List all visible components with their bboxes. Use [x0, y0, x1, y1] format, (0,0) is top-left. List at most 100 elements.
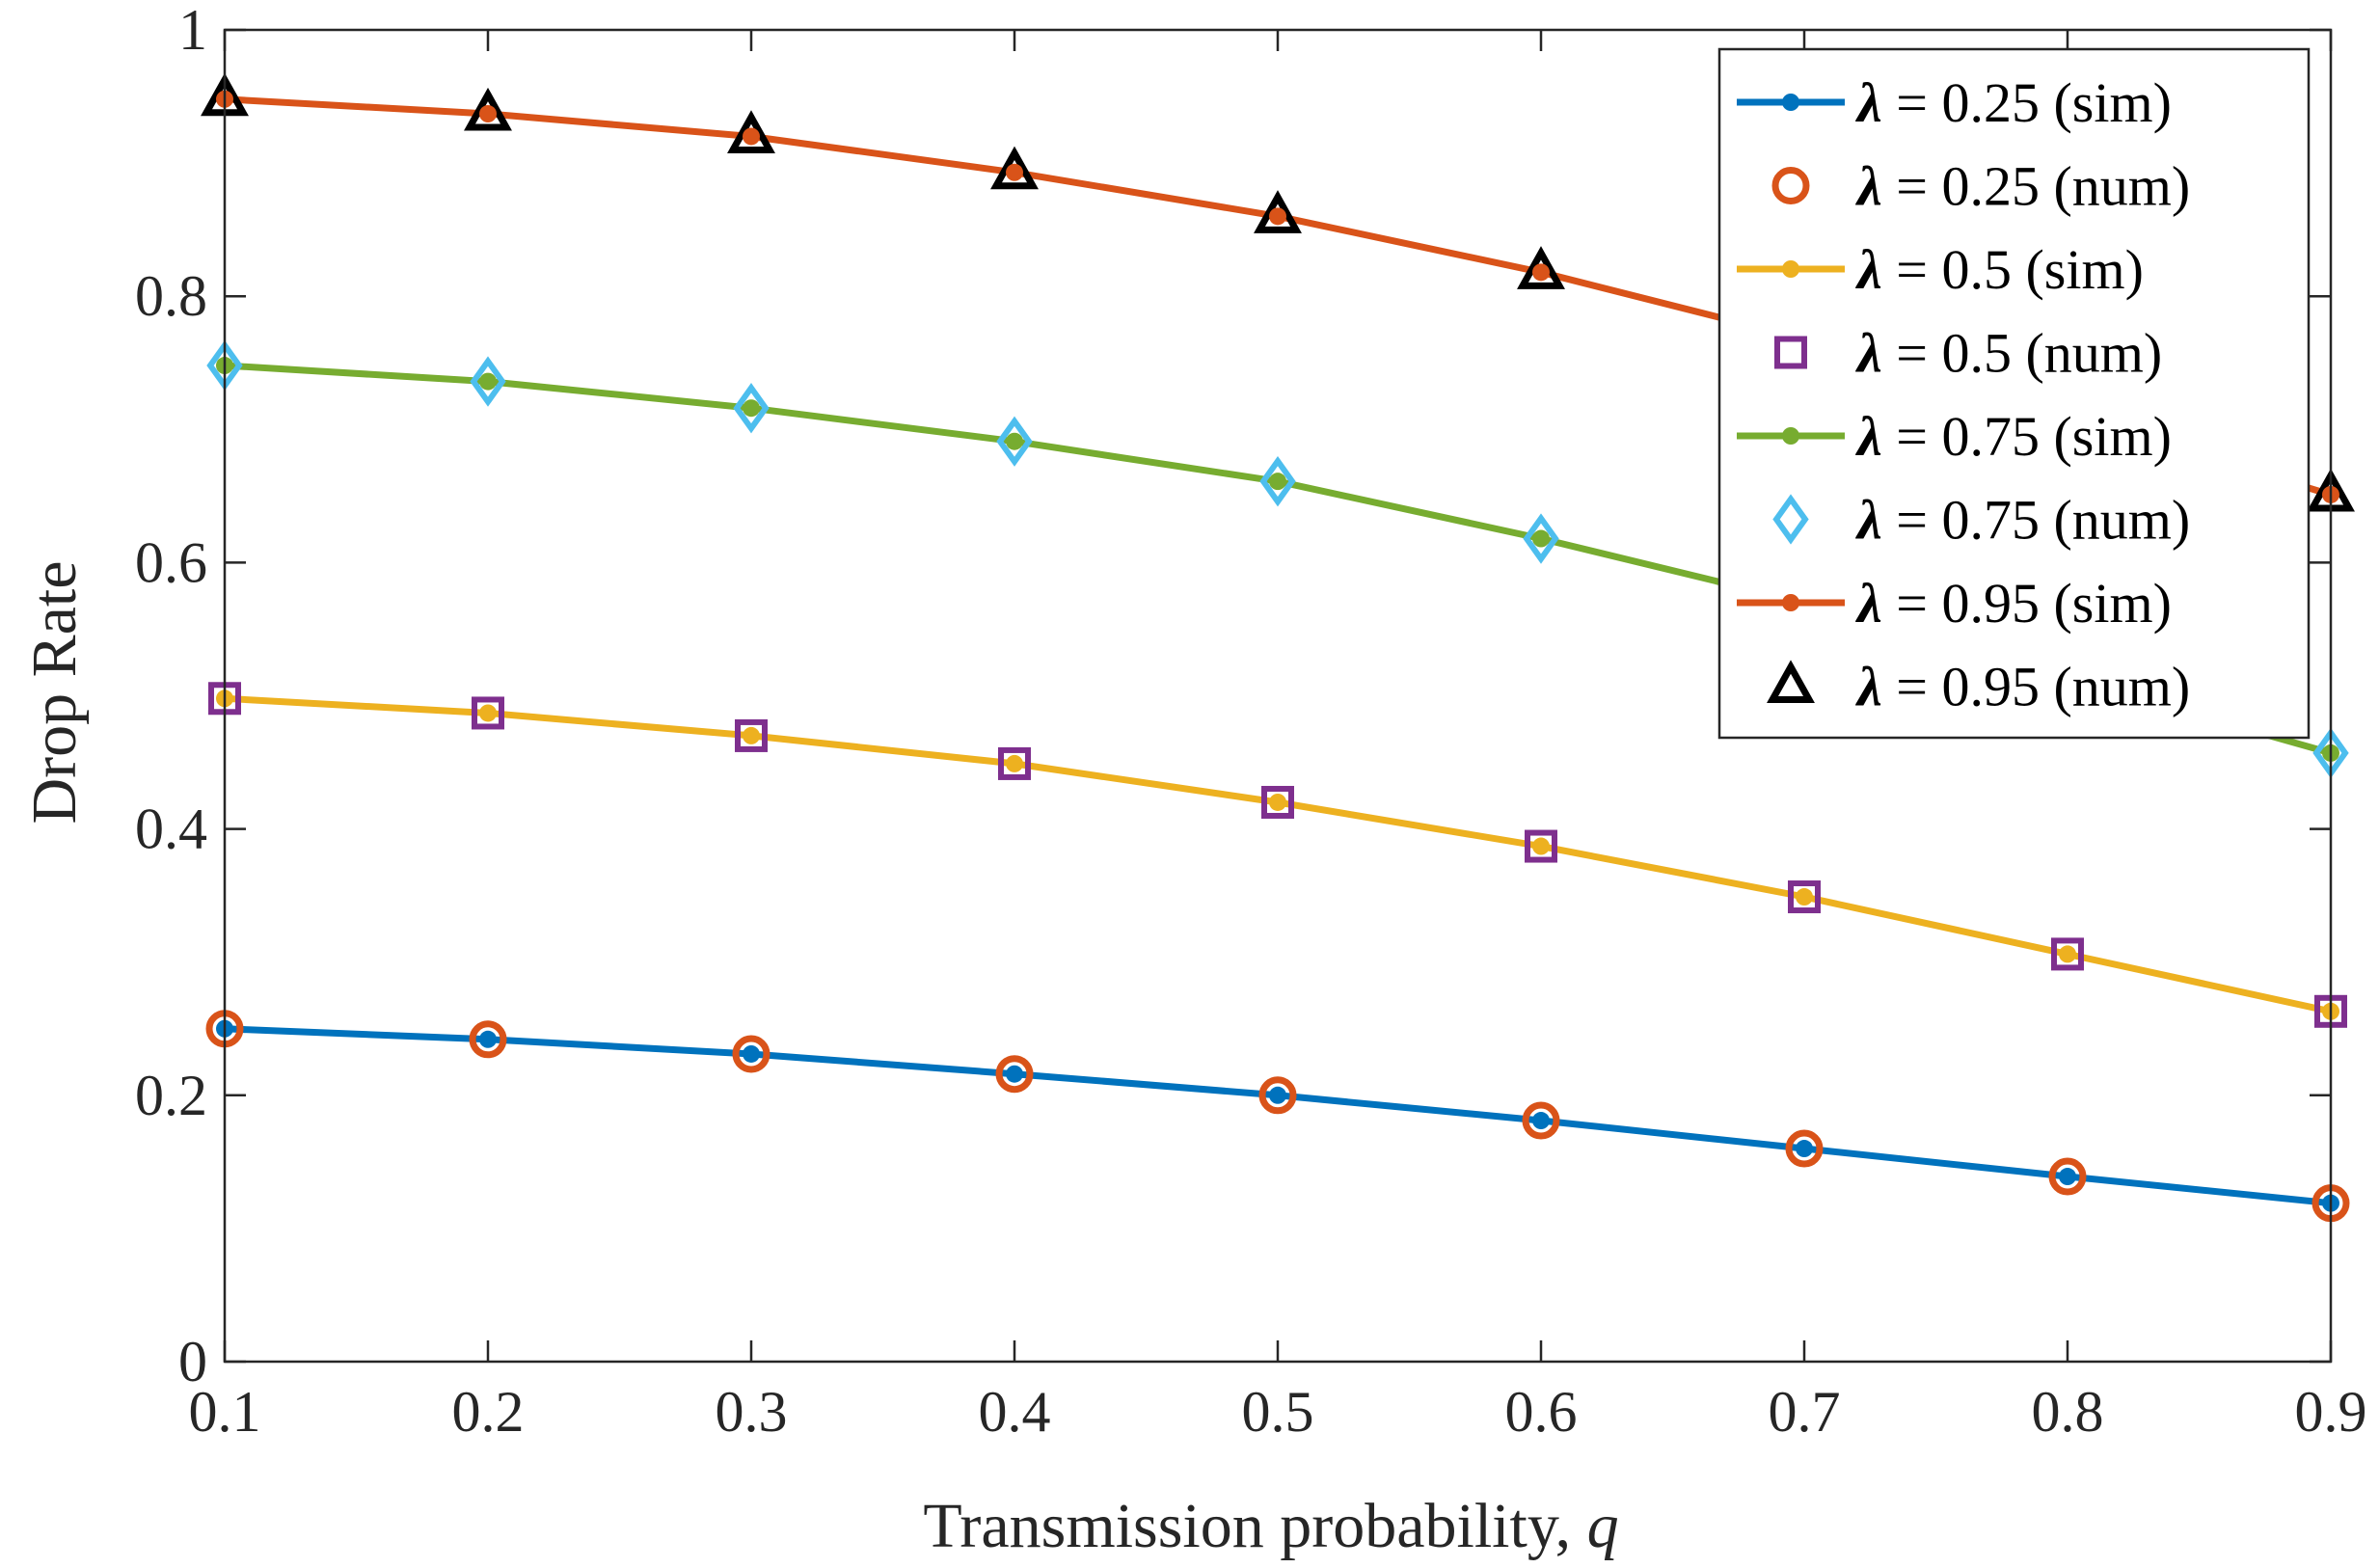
legend-label-3: λ = 0.5 (sim) — [1855, 238, 2144, 301]
legend-label-symbol: λ — [1855, 322, 1882, 385]
y-tick-label: 0.2 — [135, 1064, 207, 1127]
legend-marker-4 — [1774, 336, 1807, 369]
legend-label-text: = 0.25 (sim) — [1882, 71, 2172, 134]
data-point-num-2-3 — [735, 718, 768, 752]
legend-label-symbol: λ — [1855, 489, 1882, 552]
data-point-num-2-8 — [2051, 937, 2084, 971]
data-point-num-3-6 — [1523, 513, 1559, 564]
data-point-sim-1-2 — [479, 1030, 497, 1048]
legend-label-symbol: λ — [1855, 71, 1882, 134]
x-tick-label: 0.7 — [1769, 1380, 1841, 1444]
legend-marker-2 — [1771, 167, 1810, 204]
data-point-num-4-4 — [990, 146, 1039, 190]
data-point-sim-1-4 — [1006, 1065, 1023, 1083]
x-tick-label: 0.3 — [716, 1380, 788, 1444]
legend-marker-7 — [1782, 594, 1799, 611]
legend-label-text: = 0.95 (sim) — [1882, 572, 2172, 635]
data-point-num-2-5 — [1261, 785, 1294, 819]
x-axis-title-text: Transmission probability, — [923, 1491, 1586, 1561]
data-point-num-4-2 — [464, 87, 512, 131]
legend-marker-8 — [1767, 660, 1815, 703]
x-axis-title: Transmission probability, q — [923, 1491, 1618, 1561]
data-point-sim-2-4 — [1006, 754, 1023, 772]
y-tick-label: 0 — [178, 1330, 207, 1393]
legend-label-symbol: λ — [1855, 238, 1882, 301]
legend-label-5: λ = 0.75 (sim) — [1855, 405, 2172, 468]
legend-marker-3 — [1782, 260, 1799, 278]
y-tick-label: 1 — [178, 0, 207, 62]
data-point-sim-1-5 — [1269, 1086, 1286, 1104]
data-point-num-1-2 — [469, 1020, 507, 1059]
legend-marker-6 — [1772, 494, 1809, 545]
data-point-num-3-5 — [1259, 455, 1296, 507]
legend-label-symbol: λ — [1855, 572, 1882, 635]
legend-label-4: λ = 0.5 (num) — [1855, 322, 2162, 385]
data-point-sim-2-6 — [1532, 837, 1550, 855]
data-point-sim-4-6 — [1532, 263, 1550, 282]
x-tick-label: 0.8 — [2032, 1380, 2104, 1444]
legend-label-text: = 0.5 (num) — [1882, 322, 2162, 385]
x-tick-label: 0.4 — [979, 1380, 1051, 1444]
data-point-sim-1-3 — [743, 1044, 760, 1063]
data-point-sim-3-6 — [1532, 529, 1550, 548]
y-axis-title: Drop Rate — [19, 560, 90, 824]
data-point-num-1-8 — [2048, 1157, 2087, 1196]
y-tick-label: 0.6 — [135, 530, 207, 594]
legend-label-text: = 0.25 (num) — [1882, 155, 2190, 218]
data-point-num-1-3 — [732, 1035, 770, 1073]
legend-label-8: λ = 0.95 (num) — [1855, 656, 2190, 718]
legend-marker-5 — [1782, 427, 1799, 445]
legend-label-symbol: λ — [1855, 656, 1882, 718]
data-point-num-2-6 — [1525, 829, 1557, 863]
data-point-sim-2-5 — [1269, 793, 1286, 811]
data-point-num-2-2 — [472, 696, 504, 730]
data-point-num-1-5 — [1258, 1076, 1297, 1115]
data-point-num-2-7 — [1788, 880, 1821, 914]
legend-label-symbol: λ — [1855, 155, 1882, 218]
data-point-num-3-3 — [733, 383, 770, 434]
legend-label-7: λ = 0.95 (sim) — [1855, 572, 2172, 635]
x-tick-label: 0.6 — [1505, 1380, 1578, 1444]
y-tick-label: 0.8 — [135, 264, 207, 328]
x-axis-title-variable: q — [1587, 1491, 1619, 1561]
data-point-sim-2-8 — [2059, 945, 2076, 963]
data-point-num-3-4 — [996, 416, 1033, 467]
data-point-sim-3-3 — [743, 399, 760, 418]
data-point-sim-1-7 — [1796, 1140, 1813, 1158]
x-tick-label: 0.2 — [452, 1380, 525, 1444]
data-point-sim-4-2 — [479, 105, 497, 123]
legend-label-text: = 0.75 (sim) — [1882, 405, 2172, 468]
data-point-sim-2-3 — [743, 726, 760, 744]
data-point-sim-4-4 — [1006, 163, 1023, 181]
legend-label-text: = 0.95 (num) — [1882, 656, 2190, 718]
data-point-num-3-2 — [470, 356, 506, 407]
x-tick-label: 0.1 — [189, 1380, 261, 1444]
y-tick-label: 0.4 — [135, 798, 207, 861]
data-point-sim-3-4 — [1006, 432, 1023, 450]
legend-label-1: λ = 0.25 (sim) — [1855, 71, 2172, 134]
data-point-num-1-6 — [1522, 1101, 1560, 1140]
data-point-sim-1-8 — [2059, 1168, 2076, 1186]
legend-label-6: λ = 0.75 (num) — [1855, 489, 2190, 552]
x-tick-label: 0.5 — [1242, 1380, 1314, 1444]
data-point-sim-3-2 — [479, 372, 497, 391]
legend-marker-1 — [1782, 94, 1799, 111]
legend-label-text: = 0.5 (sim) — [1882, 238, 2144, 301]
data-point-num-4-6 — [1517, 246, 1565, 289]
data-point-sim-4-5 — [1269, 207, 1286, 226]
legend-box — [1717, 47, 2311, 740]
data-point-sim-1-6 — [1532, 1112, 1550, 1130]
data-point-num-4-5 — [1254, 190, 1302, 233]
data-point-num-4-3 — [727, 110, 775, 153]
legend: λ = 0.25 (sim)λ = 0.25 (num)λ = 0.5 (sim… — [1717, 47, 2311, 740]
legend-label-2: λ = 0.25 (num) — [1855, 155, 2190, 218]
data-point-num-1-7 — [1785, 1129, 1824, 1168]
data-point-sim-2-7 — [1796, 888, 1813, 906]
data-point-num-2-4 — [998, 746, 1031, 780]
data-point-num-1-4 — [995, 1055, 1034, 1094]
data-point-sim-2-2 — [479, 704, 497, 722]
x-tick-label: 0.9 — [2295, 1380, 2367, 1444]
axes: 0.1 0.2 0.3 0.4 0.5 0.6 0.7 0.8 0.9 0 0.2 0.4 0.6 0.8… — [135, 0, 2367, 1444]
legend-label-symbol: λ — [1855, 405, 1882, 468]
